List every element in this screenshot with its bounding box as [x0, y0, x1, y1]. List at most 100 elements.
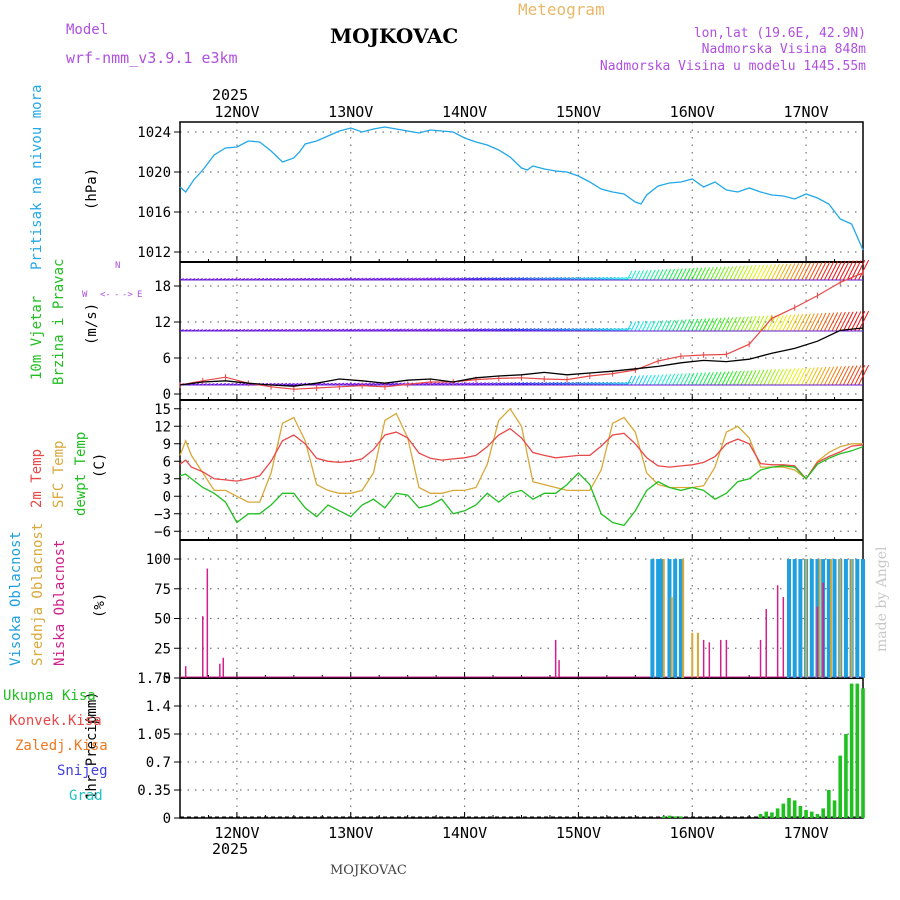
low-cloud-bar: [219, 663, 221, 678]
cloud-ylabel: (%): [92, 593, 108, 618]
wind-barb: [820, 261, 831, 281]
wind-barb: [748, 316, 757, 332]
y-tick-label: 50: [154, 612, 171, 628]
wind-barb: [645, 269, 652, 281]
wind-barb: [679, 268, 687, 281]
wind-barb: [721, 266, 730, 281]
wind-barb: [759, 369, 769, 386]
wind-barb: [702, 318, 710, 332]
low-cloud-bar: [708, 642, 711, 678]
wind-barb: [729, 316, 738, 332]
wind-barb: [695, 267, 703, 281]
wind-barb: [755, 264, 765, 281]
precip-bar: [787, 798, 791, 818]
wind-barb: [725, 317, 734, 332]
footer-station: MOJKOVAC: [330, 863, 407, 878]
mid-cloud-bar: [670, 597, 673, 678]
y-tick-label: 0: [163, 671, 171, 687]
low-cloud-bar: [558, 660, 560, 678]
precip-legend-conv: Konvek.Kisa: [9, 713, 102, 729]
y-tick-label: 0: [163, 387, 171, 403]
wind-barb: [744, 316, 753, 332]
wind-barb: [858, 364, 870, 386]
mid-cloud-bar: [696, 632, 699, 678]
year-bottom: 2025: [212, 840, 248, 858]
wind-barb: [786, 368, 796, 386]
wind-barb: [778, 314, 788, 332]
wind-barb: [846, 365, 858, 386]
wind-barb: [736, 316, 745, 332]
wind-barb: [691, 318, 699, 332]
wind-barb: [649, 320, 656, 332]
altitude-label: Nadmorska Visina 848m: [702, 42, 867, 57]
wind-barb: [751, 264, 761, 281]
high-cloud-bar: [659, 559, 664, 678]
wind-barb: [816, 366, 827, 386]
wind-barb: [664, 319, 672, 332]
y-tick-label: 12: [154, 315, 171, 331]
wind-barb: [793, 367, 804, 386]
wind-barb: [725, 266, 734, 281]
wind-barb: [793, 262, 804, 281]
wind-barb: [683, 319, 691, 332]
wind-barb: [827, 261, 839, 281]
wind-barb: [823, 312, 835, 332]
wind-barb: [774, 368, 784, 386]
y-tick-label: 6: [163, 454, 171, 470]
wind-barb: [767, 369, 776, 386]
lonlat-label: lon,lat (19.6E, 42.9N): [694, 26, 866, 41]
wind-barb: [770, 314, 780, 332]
low-cloud-bar: [816, 606, 819, 678]
wind-barb: [820, 312, 831, 332]
pressure-ylabel: (hPa): [84, 168, 100, 210]
y-tick-label: 15: [154, 402, 171, 418]
high-cloud-bar: [843, 559, 848, 678]
wind-barb: [710, 371, 718, 386]
wind-compass: W <- - -> E N: [82, 261, 142, 300]
wind-barb: [706, 317, 714, 332]
wind-barb: [755, 369, 765, 386]
wind-barb: [649, 269, 656, 281]
wind-barb: [634, 375, 641, 386]
precip-bar: [804, 810, 808, 818]
wind-barb: [676, 319, 683, 332]
precip-bar: [832, 800, 837, 818]
temp-title: 2m Temp: [29, 449, 45, 508]
y-tick-label: 25: [154, 641, 171, 657]
high-cloud-bar: [792, 559, 797, 678]
wind-barb: [801, 262, 811, 281]
wind-barb: [770, 368, 780, 386]
y-tick-label: −6: [154, 524, 171, 540]
temp-subtitle: SFC Temp: [51, 441, 67, 508]
wind-barb: [710, 317, 718, 332]
mid-cloud-bar: [830, 559, 833, 678]
low-cloud-bar: [765, 609, 767, 678]
wind-barb: [714, 371, 722, 386]
high-cloud-bar: [667, 559, 672, 678]
wind-barb: [706, 371, 714, 386]
high-cloud-bar: [656, 559, 661, 678]
wind-barb: [660, 269, 668, 281]
wind-barb: [638, 321, 645, 332]
wind-barb: [736, 265, 745, 281]
wind-barb: [816, 312, 827, 332]
high-cloud-bar: [650, 559, 655, 678]
y-tick-label: 3: [163, 472, 171, 488]
wind-barb: [653, 269, 660, 281]
chart-type-title: Meteogram: [518, 0, 605, 19]
wind-barb: [717, 317, 726, 332]
pressure-title: Pritisak na nivou mora: [29, 85, 45, 270]
wind-barb: [778, 263, 788, 281]
precip-bar: [827, 790, 831, 818]
compass-w: W: [82, 290, 88, 300]
x-tick-label-bottom: 14NOV: [442, 824, 487, 842]
wind-barb: [812, 261, 823, 281]
wind-title: 10m Vjetar: [29, 296, 45, 380]
precip-bar: [792, 800, 797, 818]
x-tick-label-top: 14NOV: [442, 103, 487, 121]
wind-barb: [626, 270, 633, 281]
dewpt-line: [179, 446, 864, 527]
wind-barb: [630, 375, 637, 386]
y-tick-label: 12: [154, 419, 171, 435]
